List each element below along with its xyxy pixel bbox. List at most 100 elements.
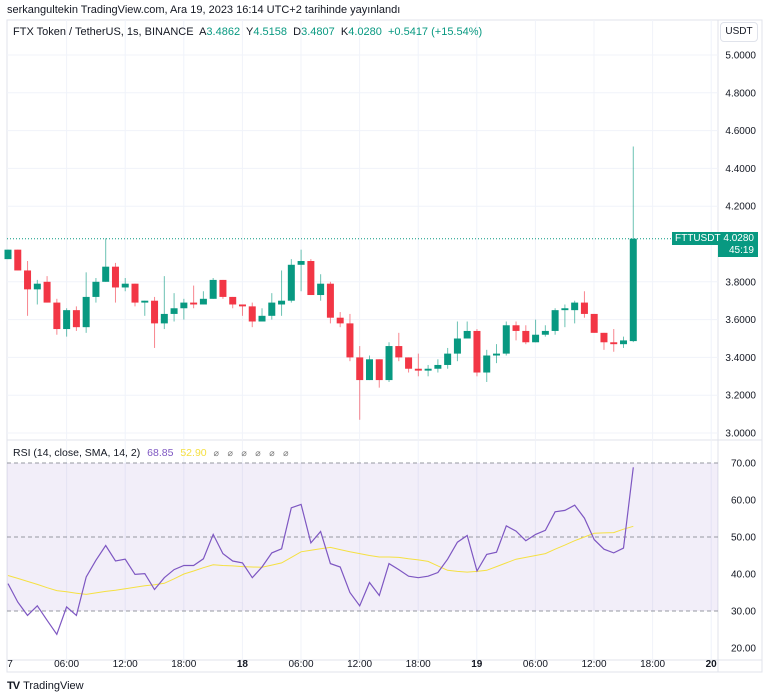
candle	[493, 344, 500, 364]
time-axis-label: 7	[7, 659, 13, 670]
candle	[356, 346, 364, 420]
candle-body	[258, 315, 266, 322]
candle-body	[571, 302, 579, 311]
candle-body	[414, 368, 422, 371]
candle	[248, 302, 256, 328]
candle-body	[151, 300, 159, 324]
rsi-sma-line	[7, 525, 634, 595]
candle-body	[493, 353, 500, 356]
candle-body	[92, 281, 100, 297]
time-axis-label: 12:00	[581, 659, 606, 670]
candle	[620, 336, 628, 348]
candle	[14, 249, 22, 271]
time-axis-label: 18:00	[640, 659, 665, 670]
footer-brand: TradingView	[23, 680, 84, 692]
price-tag: FTTUSDT 4.0280	[672, 232, 758, 245]
candle-body	[268, 302, 276, 316]
price-axis-label: 4.2000	[725, 202, 756, 213]
candle-body	[620, 340, 628, 345]
time-axis-label: 12:00	[113, 659, 138, 670]
candle	[532, 319, 540, 343]
candle-body	[238, 304, 246, 307]
candle	[444, 347, 452, 369]
rsi-axis-label: 30.00	[731, 607, 756, 618]
candle	[414, 353, 422, 377]
rsi-axis-label: 20.00	[731, 644, 756, 655]
candle	[72, 306, 80, 331]
candle-body	[307, 261, 315, 296]
rsi-axis-label: 50.00	[731, 533, 756, 544]
candle-body	[365, 359, 373, 381]
candle	[590, 313, 598, 333]
low-value: 3.4807	[301, 26, 335, 38]
price-tag-symbol: FTTUSDT	[675, 233, 721, 244]
candle-body	[14, 249, 22, 271]
candle	[287, 259, 295, 303]
candle	[365, 355, 373, 381]
candle	[346, 313, 354, 362]
candle-body	[170, 308, 178, 314]
candle	[4, 249, 12, 260]
candle-body	[405, 357, 413, 369]
candle	[102, 238, 110, 282]
candle-body	[317, 283, 325, 296]
rsi-sma-value: 52.90	[180, 447, 207, 459]
candle-body	[248, 306, 256, 322]
time-axis-label: 18:00	[171, 659, 196, 670]
candle	[229, 296, 237, 309]
candle-body	[4, 249, 12, 260]
candle-body	[229, 296, 237, 305]
candle	[63, 308, 71, 337]
candle-body	[629, 238, 637, 342]
candle	[502, 321, 510, 356]
currency-button[interactable]: USDT	[720, 22, 758, 42]
candle	[141, 300, 149, 316]
candle	[151, 296, 159, 348]
candle-body	[297, 261, 305, 265]
candle	[53, 298, 61, 335]
rsi-line	[7, 467, 634, 636]
price-axis-label: 4.6000	[725, 126, 756, 137]
candle	[453, 321, 461, 362]
candle	[512, 321, 520, 341]
candle-body	[111, 266, 119, 288]
candle	[278, 270, 286, 316]
rsi-axis-label: 40.00	[731, 570, 756, 581]
candle	[405, 357, 413, 373]
rsi-axis-label: 70.00	[731, 459, 756, 470]
candle-body	[532, 334, 540, 343]
published-caption: serkangultekin TradingView.com, Ara 19, …	[7, 4, 401, 16]
candle-body	[190, 302, 198, 305]
time-axis-label: 06:00	[54, 659, 79, 670]
candle-body	[561, 308, 569, 311]
candle	[600, 332, 608, 350]
candle	[561, 304, 569, 328]
candle	[268, 293, 276, 320]
candle-body	[385, 346, 393, 381]
candle	[92, 278, 100, 303]
price-axis-label: 5.0000	[725, 51, 756, 62]
bar-countdown: 45:19	[718, 245, 758, 257]
candle-body	[33, 283, 41, 290]
candle	[297, 249, 305, 292]
candle-body	[473, 330, 481, 373]
candle-body	[141, 300, 149, 303]
candle-body	[82, 296, 90, 328]
close-value: 4.0280	[348, 26, 382, 38]
price-axis-label: 3.6000	[725, 315, 756, 326]
candle	[180, 298, 188, 320]
time-axis-label: 06:00	[523, 659, 548, 670]
candle	[160, 276, 168, 330]
candle-body	[219, 279, 227, 297]
candle	[434, 359, 442, 373]
symbol-title: FTX Token / TetherUS, 1s, BINANCE	[13, 26, 194, 38]
candle	[336, 312, 344, 328]
candle	[190, 285, 198, 309]
candle	[170, 293, 178, 322]
price-axis-label: 3.2000	[725, 391, 756, 402]
candle	[473, 329, 481, 377]
time-axis-label: 18	[237, 659, 249, 670]
candle	[375, 359, 383, 388]
candle-body	[522, 330, 530, 343]
